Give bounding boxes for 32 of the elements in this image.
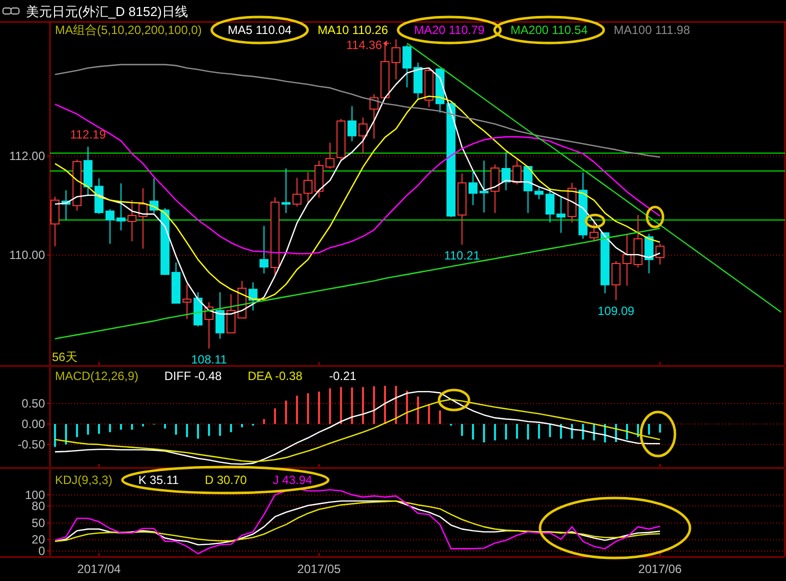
annotation: 110.21 xyxy=(444,248,480,263)
text: DIFF -0.48 xyxy=(164,369,222,383)
text: MA20 110.79 xyxy=(414,23,485,37)
text: K 35.11 xyxy=(138,473,180,487)
y-tick-label: 112.00 xyxy=(9,149,46,164)
y-tick-label: 80 xyxy=(32,499,46,514)
series-label: J 43.94 xyxy=(272,473,313,487)
y-tick-label: 0.00 xyxy=(22,416,46,431)
annotation: 109.09 xyxy=(598,304,635,318)
chart-title: 美元日元(外汇_D 8152)日线 xyxy=(26,4,188,19)
legend-title: KDJ(9,3,3) xyxy=(55,473,112,487)
legend-title: MA组合(5,10,20,200,100,0) xyxy=(55,23,202,37)
y-tick-label: -0.50 xyxy=(18,437,46,452)
x-tick-label: 2017/06 xyxy=(638,562,682,576)
annotation: 108.11 xyxy=(191,352,228,367)
text: MA10 110.26 xyxy=(318,23,388,37)
text: MA5 110.04 xyxy=(228,23,292,37)
text: DEA -0.38 xyxy=(248,369,303,383)
x-tick-label: 2017/05 xyxy=(297,562,342,576)
x-tick-label: 2017/04 xyxy=(77,562,122,576)
y-tick-label: 0.50 xyxy=(22,396,46,410)
text: MA200 110.54 xyxy=(510,23,588,37)
annotation: 112.19 xyxy=(70,128,106,142)
y-tick-label: 110.00 xyxy=(9,248,46,262)
text: D 30.70 xyxy=(204,473,248,487)
annotation: -0.21 xyxy=(329,369,357,383)
y-tick-label: 100 xyxy=(24,488,46,502)
text: MA100 111.98 xyxy=(614,23,690,37)
y-tick-label: 50 xyxy=(32,516,46,530)
annotation: 56天 xyxy=(52,350,78,364)
annotation: 114.36 xyxy=(346,38,382,52)
legend-title: MACD(12,26,9) xyxy=(55,369,138,383)
